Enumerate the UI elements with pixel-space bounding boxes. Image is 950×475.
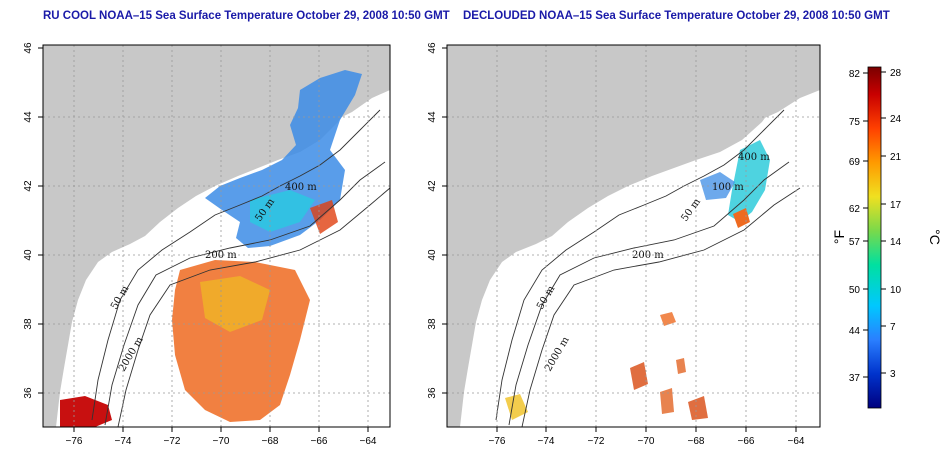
colorbar-f-tick: 50 <box>849 285 861 296</box>
left-lat-tick: 36 <box>23 387 34 399</box>
right-lat-tick: 42 <box>427 180 438 192</box>
right-lon-tick: −72 <box>588 436 605 447</box>
right-lon-tick: −70 <box>638 436 655 447</box>
left-lat-tick: 46 <box>23 42 34 54</box>
left-offshore-warm <box>310 200 338 234</box>
left-yellow-water <box>200 276 270 332</box>
right-contour-2000m <box>521 187 801 427</box>
left-map-title: RU COOL NOAA–15 Sea Surface Temperature … <box>43 10 450 22</box>
right-land-maritimes <box>722 64 820 120</box>
left-contour-label-200m: 200 m <box>205 250 237 261</box>
left-hot-corner <box>60 396 112 427</box>
left-lat-tick: 42 <box>23 180 34 192</box>
right-warm-spot-3 <box>630 362 648 390</box>
right-lon-tick: −68 <box>688 436 705 447</box>
right-cold-water <box>728 140 770 222</box>
colorbar-c-tick: 14 <box>890 237 902 248</box>
left-lon-tick: −72 <box>164 436 181 447</box>
left-lon-tick: −64 <box>360 436 377 447</box>
left-map: 400 m 50 m 200 m 50 m 2000 m 36 38 40 42… <box>23 42 391 447</box>
right-map-title: DECLOUDED NOAA–15 Sea Surface Temperatur… <box>463 10 890 22</box>
right-warm-spot-5 <box>660 388 674 414</box>
left-cyan-patch <box>250 190 315 232</box>
right-contour-label-400m: 400 m <box>738 152 770 163</box>
colorbar-c-tick: 28 <box>890 68 902 79</box>
colorbar-c-tick: 10 <box>890 285 902 296</box>
colorbar-f-tick: 62 <box>849 204 861 215</box>
left-lon-tick: −70 <box>213 436 230 447</box>
left-map-frame <box>42 44 391 428</box>
left-grid <box>43 45 390 427</box>
right-lon-tick: −74 <box>538 436 555 447</box>
right-warm-spot-6 <box>676 358 686 374</box>
right-lat-tick: 40 <box>427 249 438 261</box>
colorbar-f-tick: 37 <box>849 373 861 384</box>
right-lon-tick: −66 <box>738 436 755 447</box>
colorbar-f-label: °F <box>831 230 847 244</box>
right-lat-tick: 38 <box>427 318 438 330</box>
right-lat-tick: 46 <box>427 42 438 54</box>
right-lon-tick: −64 <box>788 436 805 447</box>
right-contour-200m <box>508 161 790 426</box>
left-lon-tick: −68 <box>262 436 279 447</box>
right-land <box>447 45 820 427</box>
left-lat-tick: 38 <box>23 318 34 330</box>
left-contour-50m <box>91 109 381 421</box>
left-lon-tick: −66 <box>311 436 328 447</box>
colorbar-c-tick: 21 <box>890 152 902 163</box>
right-contour-label-200m: 200 m <box>632 250 664 261</box>
right-grid <box>447 45 820 427</box>
colorbar-c-tick: 17 <box>890 200 902 211</box>
colorbar-f-tick: 57 <box>849 237 861 248</box>
left-lon-tick: −76 <box>66 436 83 447</box>
right-lon-tick: −76 <box>489 436 506 447</box>
right-map: 400 m 100 m 50 m 200 m 50 m 2000 m 36 38… <box>427 42 821 447</box>
colorbar-c-tick: 3 <box>890 369 896 380</box>
left-lat-tick: 44 <box>23 111 34 123</box>
left-lon-tick: −74 <box>115 436 132 447</box>
right-warm-spot-2 <box>660 312 676 326</box>
right-lat-tick: 36 <box>427 387 438 399</box>
left-lat-tick: 40 <box>23 249 34 261</box>
colorbar-c-label: °C <box>927 229 943 245</box>
left-contour-200m <box>104 161 386 426</box>
colorbar: 82 75 69 62 57 50 44 37 28 24 21 17 14 1… <box>831 66 943 409</box>
colorbar-f-tick: 69 <box>849 157 861 168</box>
right-lat-tick: 44 <box>427 111 438 123</box>
colorbar-f-tick: 44 <box>849 326 861 337</box>
right-map-frame <box>446 44 821 428</box>
colorbar-c-tick: 7 <box>890 322 896 333</box>
right-warm-spot-1 <box>733 208 750 228</box>
right-warm-spot-4 <box>688 396 708 420</box>
right-contour-50m <box>495 109 785 421</box>
colorbar-f-tick: 82 <box>849 69 861 80</box>
left-contour-label-400m: 400 m <box>285 182 317 193</box>
colorbar-f-tick: 75 <box>849 117 861 128</box>
left-contour-2000m <box>117 187 390 427</box>
right-contour-label-100m: 100 m <box>712 182 744 193</box>
colorbar-c-tick: 24 <box>890 114 902 125</box>
colorbar-gradient <box>867 66 882 409</box>
